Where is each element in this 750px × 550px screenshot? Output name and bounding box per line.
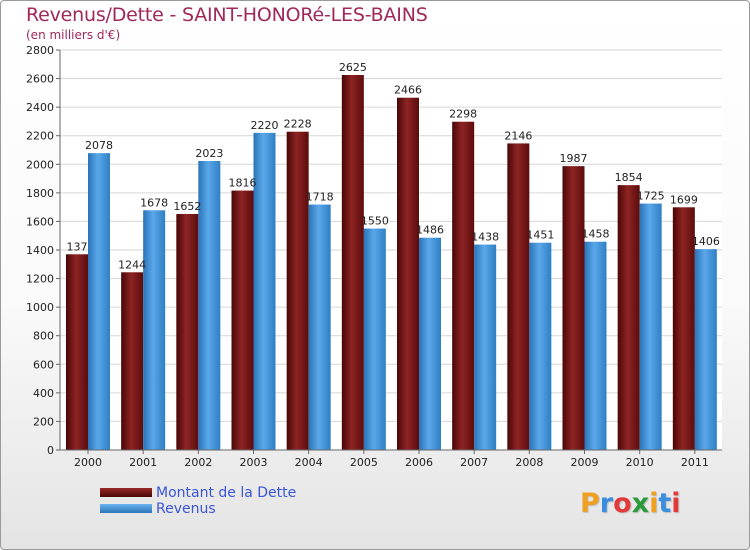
y-tick-label: 1600: [26, 215, 54, 228]
y-tick-label: 0: [47, 444, 54, 457]
logo-letter: o: [613, 488, 632, 519]
logo-letter: i: [671, 488, 681, 519]
data-label: 1244: [118, 258, 146, 271]
x-tick-label: 2004: [295, 456, 323, 469]
data-label: 1451: [526, 229, 554, 242]
x-tick-label: 2007: [460, 456, 488, 469]
x-tick-label: 2000: [74, 456, 102, 469]
x-tick-label: 2001: [129, 456, 157, 469]
bar: [397, 97, 419, 450]
x-tick-label: 2010: [626, 456, 654, 469]
data-label: 1438: [471, 231, 499, 244]
proxiti-logo: Proxiti: [580, 488, 681, 519]
data-label: 1816: [229, 177, 257, 190]
bar: [286, 131, 309, 450]
data-label: 1854: [615, 171, 643, 184]
data-label: 137: [67, 240, 88, 253]
y-tick-label: 2000: [26, 158, 54, 171]
data-label: 2078: [85, 139, 113, 152]
data-label: 1718: [306, 191, 334, 204]
data-label: 1652: [173, 200, 201, 213]
data-label: 2466: [394, 84, 422, 97]
data-label: 2023: [195, 147, 223, 160]
bar: [253, 132, 276, 450]
bar: [507, 143, 530, 450]
bar: [617, 185, 640, 450]
bar: [176, 214, 199, 450]
logo-letter: x: [631, 488, 650, 519]
logo-letter: P: [580, 488, 600, 519]
y-tick-label: 2200: [26, 130, 54, 143]
bar: [341, 75, 364, 450]
x-tick-label: 2005: [350, 456, 378, 469]
data-label: 1725: [637, 190, 665, 203]
bar: [639, 203, 662, 450]
data-label: 1458: [582, 228, 610, 241]
y-tick-label: 1400: [26, 244, 54, 257]
data-label: 1678: [140, 196, 168, 209]
y-tick-label: 2600: [26, 73, 54, 86]
data-label: 1550: [361, 215, 389, 228]
chart-subtitle: (en milliers d'€): [26, 28, 121, 42]
y-tick-label: 1800: [26, 187, 54, 200]
legend-swatch-debt: [100, 488, 152, 497]
bar: [121, 272, 144, 450]
bar: [452, 121, 475, 450]
logo-letter: i: [649, 488, 659, 519]
bar: [672, 207, 695, 450]
bar: [88, 153, 110, 450]
bar: [143, 210, 166, 450]
data-label: 1987: [560, 152, 588, 165]
legend-label-debt: Montant de la Dette: [156, 485, 297, 501]
data-label: 1699: [670, 193, 698, 206]
chart-title: Revenus/Dette - SAINT-HONORé-LES-BAINS: [26, 4, 428, 26]
x-tick-label: 2003: [240, 456, 268, 469]
x-tick-label: 2008: [515, 456, 543, 469]
bar: [363, 228, 386, 450]
data-label: 2298: [449, 108, 477, 121]
y-tick-label: 400: [33, 387, 54, 400]
data-label: 1406: [692, 235, 720, 248]
y-tick-label: 1000: [26, 301, 54, 314]
x-tick-label: 2011: [681, 456, 709, 469]
data-label: 2228: [284, 118, 312, 131]
legend-label-revenus: Revenus: [156, 501, 216, 517]
logo-letter: t: [658, 488, 672, 519]
bar: [474, 244, 497, 450]
y-tick-label: 800: [33, 330, 54, 343]
y-tick-label: 200: [33, 415, 54, 428]
data-label: 2146: [504, 129, 532, 142]
bar: [562, 166, 585, 450]
y-tick-label: 2800: [26, 44, 54, 57]
bar: [231, 190, 254, 451]
bar: [419, 237, 441, 450]
bar: [694, 249, 717, 450]
bar: [198, 161, 221, 450]
data-label: 1486: [416, 224, 444, 237]
logo-letter: r: [599, 488, 614, 519]
bar: [529, 242, 552, 450]
bar: [66, 254, 88, 450]
x-tick-label: 2002: [184, 456, 212, 469]
y-tick-label: 2400: [26, 101, 54, 114]
bar: [308, 204, 331, 450]
bar: [584, 241, 607, 450]
legend-swatch-revenus: [100, 504, 152, 513]
y-tick-label: 1200: [26, 273, 54, 286]
y-tick-label: 600: [33, 358, 54, 371]
data-label: 2625: [339, 61, 367, 74]
data-label: 2220: [251, 119, 279, 132]
x-tick-label: 2009: [571, 456, 599, 469]
x-tick-label: 2006: [405, 456, 433, 469]
